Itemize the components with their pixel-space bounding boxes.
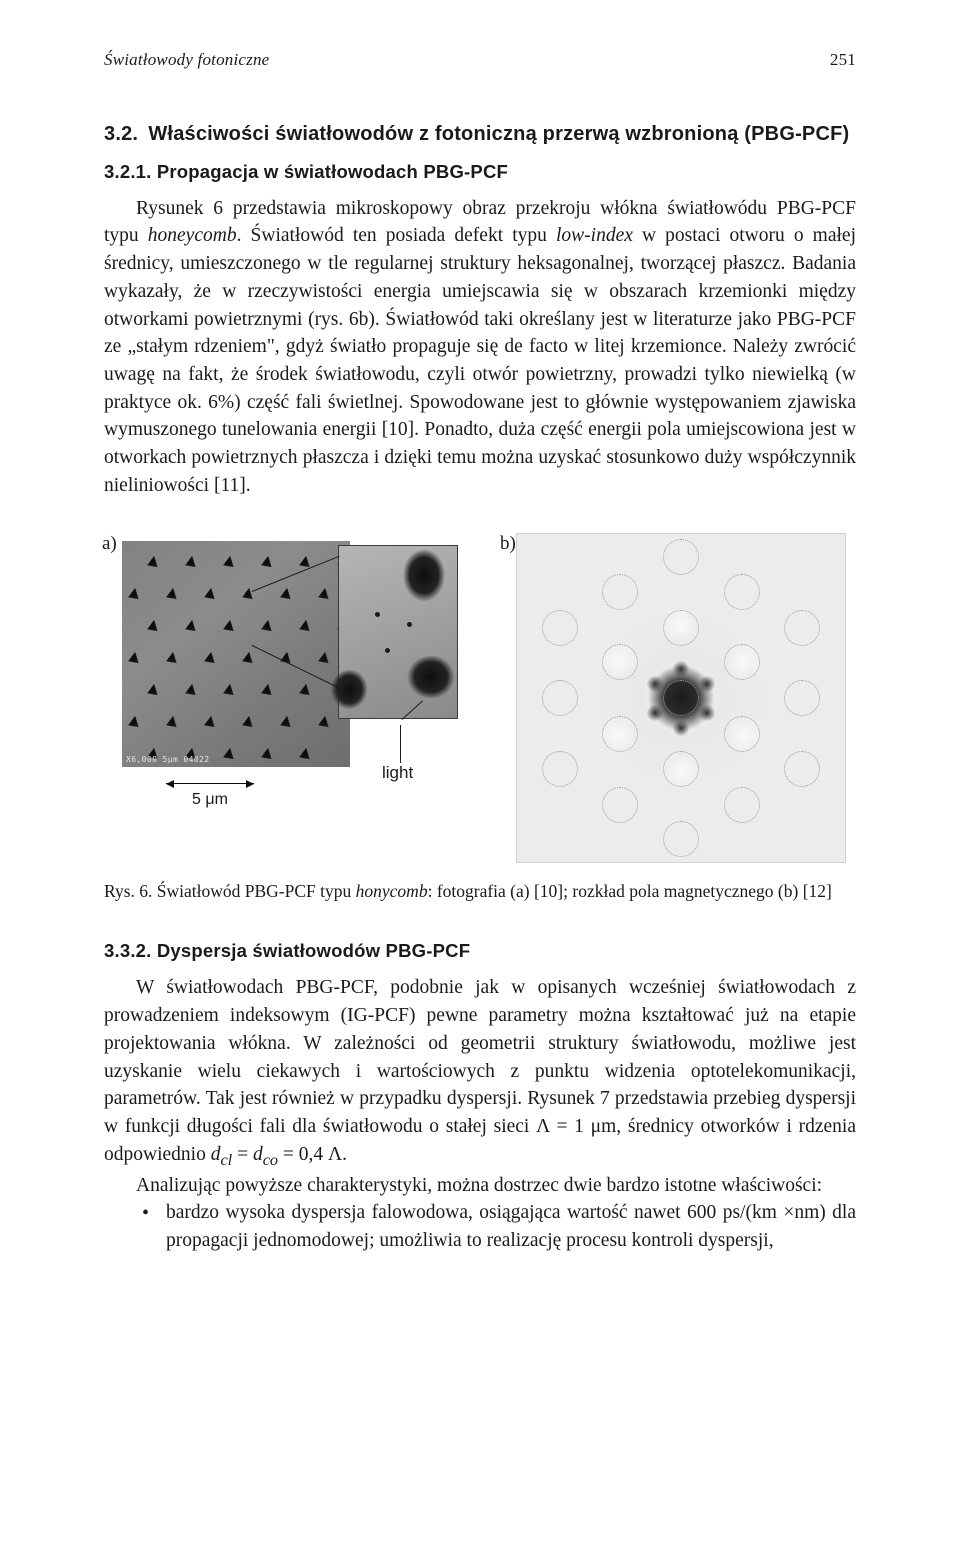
section-3-2-title: 3.2. Właściwości światłowodów z fotonicz…	[104, 120, 856, 148]
figure-6b: b)	[502, 533, 846, 863]
figure-label-b: b)	[500, 531, 516, 558]
scale-arrow: 5 μm	[166, 783, 254, 784]
figure-6-caption: Rys. 6. Światłowód PBG-PCF typu honycomb…	[104, 879, 856, 904]
text-run: =	[232, 1144, 253, 1165]
running-title: Światłowody fotoniczne	[104, 48, 269, 72]
text-run: = 0,4 Λ.	[278, 1144, 347, 1165]
text-italic: honycomb	[356, 881, 428, 901]
paragraph-332-2: Analizując powyższe charakterystyki, moż…	[104, 1172, 856, 1200]
text-run: W światłowodach PBG-PCF, podobnie jak w …	[104, 977, 856, 1164]
figure-6: a) X6,000 5μm 04022 light	[104, 533, 856, 863]
section-3-3-2-title: 3.3.2. Dyspersja światłowodów PBG-PCF	[104, 938, 856, 964]
properties-list: bardzo wysoka dyspersja falowodowa, osią…	[104, 1199, 856, 1254]
text-run: w postaci otworu o małej średnicy, umies…	[104, 225, 856, 495]
scale-text: 5 μm	[166, 789, 254, 812]
field-distribution	[516, 533, 846, 863]
sem-inset	[338, 545, 458, 719]
sub-cl: cl	[220, 1150, 232, 1168]
running-header: Światłowody fotoniczne 251	[104, 48, 856, 72]
var-d: d	[211, 1144, 221, 1165]
light-label: light	[382, 761, 413, 785]
text-italic: low-index	[556, 225, 633, 246]
paragraph-1: Rysunek 6 przedstawia mikroskopowy obraz…	[104, 195, 856, 500]
paragraph-332-1: W światłowodach PBG-PCF, podobnie jak w …	[104, 974, 856, 1171]
var-d: d	[253, 1144, 263, 1165]
text-italic: honeycomb	[148, 225, 237, 246]
sem-scale-text: X6,000 5μm 04022	[126, 754, 209, 765]
text-run: : fotografia (a) [10]; rozkład pola magn…	[428, 881, 832, 901]
page-number: 251	[830, 48, 856, 72]
sub-co: co	[263, 1150, 278, 1168]
light-pointer	[400, 725, 401, 763]
list-item: bardzo wysoka dyspersja falowodowa, osią…	[166, 1199, 856, 1254]
section-3-2-1-title: 3.2.1. Propagacja w światłowodach PBG-PC…	[104, 159, 856, 185]
figure-6a: a) X6,000 5μm 04022 light	[104, 533, 466, 825]
text-run: . Światłowód ten posiada defekt typu	[237, 225, 556, 246]
text-run: Rys. 6. Światłowód PBG-PCF typu	[104, 881, 356, 901]
sem-image: X6,000 5μm 04022	[122, 541, 350, 767]
